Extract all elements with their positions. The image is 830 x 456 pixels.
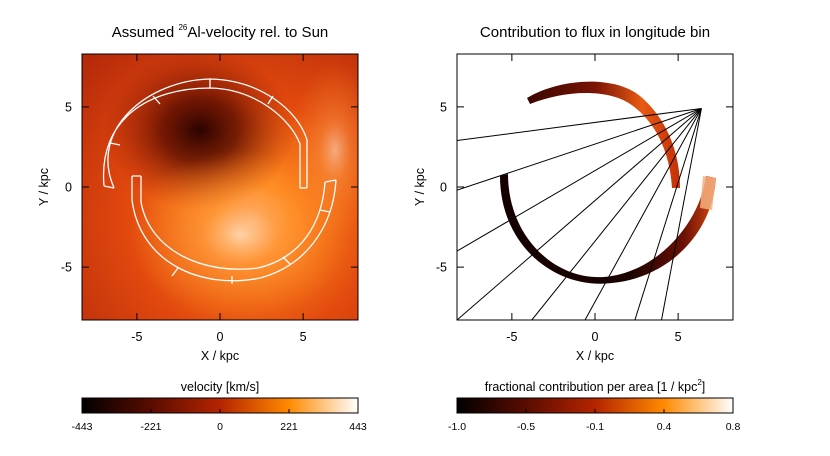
sightline bbox=[457, 107, 702, 142]
velocity-map-ytick-label: -5 bbox=[61, 261, 72, 275]
velocity-map-title: Assumed 26Al-velocity rel. to Sun bbox=[112, 23, 329, 41]
inner-arm-segment bbox=[500, 174, 716, 284]
colorbar-tick-label: 221 bbox=[280, 421, 298, 433]
sightline bbox=[457, 108, 702, 252]
sightline bbox=[457, 108, 702, 191]
velocity-map-ticks: -5 0 5 -5 0 5 bbox=[61, 54, 358, 344]
sightline bbox=[661, 108, 702, 320]
flux-arm-segments bbox=[500, 81, 716, 284]
spiral-arm-overlay bbox=[102, 78, 337, 284]
colorbar-tick-label: 0.4 bbox=[657, 421, 672, 433]
colorbar-tick-label: -0.5 bbox=[517, 421, 535, 433]
colorbar-tick-label: 443 bbox=[349, 421, 367, 433]
flux-contribution-xtick-label: 5 bbox=[675, 330, 682, 344]
colorbar-tick-label: -443 bbox=[71, 421, 92, 433]
velocity-colorbar-label: velocity [km/s] bbox=[181, 380, 260, 394]
flux-contribution-ytick-label: -5 bbox=[436, 261, 447, 275]
velocity-field bbox=[82, 54, 358, 320]
sightline-fan bbox=[457, 107, 702, 320]
fraction-colorbar: fractional contribution per area [1 / kp… bbox=[448, 378, 740, 433]
fraction-colorbar-ticks: -1.0 -0.5 -0.1 0.4 0.8 bbox=[448, 409, 740, 433]
arm-end-highlight bbox=[700, 176, 716, 210]
colorbar-tick-label: 0.8 bbox=[726, 421, 741, 433]
flux-contribution-ytick-label: 0 bbox=[440, 181, 447, 195]
flux-contribution-xtick-label: 0 bbox=[592, 330, 599, 344]
flux-contribution-xlabel: X / kpc bbox=[576, 349, 614, 363]
sightline bbox=[531, 108, 702, 320]
velocity-map-xlabel: X / kpc bbox=[201, 349, 239, 363]
outer-arm-segment bbox=[527, 81, 680, 188]
colorbar-tick-label: -221 bbox=[140, 421, 161, 433]
velocity-map-ytick-label: 0 bbox=[65, 181, 72, 195]
sightline bbox=[457, 108, 702, 320]
colorbar-tick-label: 0 bbox=[217, 421, 223, 433]
sightline bbox=[634, 108, 702, 320]
velocity-map-ylabel: Y / kpc bbox=[37, 168, 51, 206]
flux-contribution-ytick-label: 5 bbox=[440, 100, 447, 114]
colorbar-tick-label: -0.1 bbox=[586, 421, 604, 433]
colorbar-tick-label: -1.0 bbox=[448, 421, 466, 433]
flux-contribution-panel: Contribution to flux in longitude bin -5… bbox=[413, 24, 740, 433]
sightline bbox=[584, 108, 702, 320]
velocity-map-ytick-label: 5 bbox=[65, 100, 72, 114]
flux-contribution-title: Contribution to flux in longitude bin bbox=[480, 24, 710, 41]
flux-contribution-xtick-label: -5 bbox=[506, 330, 517, 344]
velocity-map-xtick-label: -5 bbox=[131, 330, 142, 344]
flux-contribution-ylabel: Y / kpc bbox=[413, 168, 427, 206]
velocity-colorbar-ticks: -443 -221 0 221 443 bbox=[71, 409, 367, 433]
flux-contribution-ticks: -5 0 5 -5 0 5 bbox=[436, 54, 733, 344]
velocity-map-xtick-label: 0 bbox=[217, 330, 224, 344]
velocity-map-xtick-label: 5 bbox=[300, 330, 307, 344]
velocity-map-panel: Assumed 26Al-velocity rel. to Sun -5 0 5-5… bbox=[37, 23, 367, 433]
fraction-colorbar-label: fractional contribution per area [1 / kp… bbox=[485, 378, 706, 394]
velocity-colorbar: velocity [km/s] -443 -221 0 221 443 bbox=[71, 380, 366, 433]
